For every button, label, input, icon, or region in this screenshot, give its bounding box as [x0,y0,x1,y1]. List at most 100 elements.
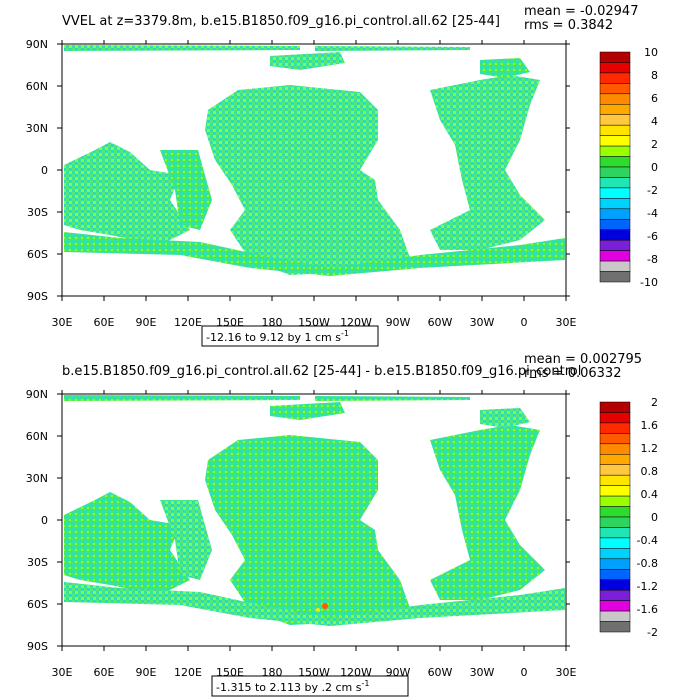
top-panel: VVEL at z=3379.8m, b.e15.B1850.f09_g16.p… [26,4,658,347]
colorbar-swatch [599,260,631,272]
colorbar-swatch [599,548,631,560]
bottom-arctic-atlantic [480,408,530,428]
colorbar-swatch [599,474,631,486]
y-tick-label: 90S [27,640,48,653]
x-tick-label: 30E [556,316,577,329]
bottom-colorbar: 2 1.6 1.2 0.8 0.4 0 -0.4 -0.8 -1.2 -1.6 -2 [599,396,659,639]
colorbar-swatch [599,516,631,528]
colorbar-swatch [599,51,631,63]
y-tick-label: 60N [26,80,48,93]
colorbar-swatch [599,506,631,518]
colorbar-swatch [599,271,631,283]
x-tick-label: 90W [386,316,411,329]
bottom-range-label: -1.315 to 2.113 by .2 cm s-1 [216,679,369,694]
x-tick-label: 120E [174,316,202,329]
colorbar-swatch [599,433,631,445]
colorbar-swatch [599,229,631,241]
colorbar-swatch [599,443,631,455]
top-range-box [201,325,379,347]
colorbar-swatch [599,177,631,189]
colorbar-swatch [599,72,631,84]
colorbar-swatch [599,83,631,95]
y-tick-label: 90N [26,38,48,51]
bottom-map [61,393,567,647]
y-tick-label: 60N [26,430,48,443]
y-tick-label: 60S [27,598,48,611]
colorbar-swatch [599,558,631,570]
colorbar-swatch [599,208,631,220]
x-tick-label: 30W [470,316,495,329]
colorbar-swatch [599,93,631,105]
y-tick-label: 0 [41,514,48,527]
colorbar-label: -0.8 [637,557,658,570]
colorbar-label: 2 [651,396,658,409]
bottom-antarctic-strip [64,395,470,401]
y-tick-label: 60S [27,248,48,261]
colorbar-label: -2 [647,626,658,639]
top-antarctic-strip [64,45,470,51]
bottom-panel-mean: mean = 0.002795 [524,352,642,367]
top-arctic [270,52,345,70]
x-tick-label: 60W [428,666,453,679]
colorbar-label: 10 [644,46,658,59]
y-tick-label: 90S [27,290,48,303]
colorbar-label: 0.8 [641,465,659,478]
colorbar-swatch [599,495,631,507]
colorbar-label: 4 [651,115,658,128]
x-tick-label: 90E [136,666,157,679]
colorbar-swatch [599,135,631,147]
colorbar-swatch [599,569,631,580]
colorbar-label: -1.2 [637,580,658,593]
top-colorbar: 10 8 6 4 2 0 -2 -4 -6 -8 -10 [599,46,658,289]
x-tick-label: 60E [94,666,115,679]
colorbar-swatch [599,166,631,178]
colorbar-swatch [599,187,631,199]
top-panel-mean: mean = -0.02947 [524,4,638,19]
colorbar-label: 0.4 [641,488,659,501]
y-tick-label: 90N [26,388,48,401]
top-panel-rms: rms = 0.3842 [524,18,613,33]
colorbar-swatch [599,412,631,424]
colorbar-swatch [599,219,631,230]
y-tick-label: 30S [27,206,48,219]
x-tick-label: 60E [94,316,115,329]
bottom-arctic [270,402,345,420]
colorbar-swatch [599,621,631,633]
x-tick-label: 120E [174,666,202,679]
bottom-panel-title: b.e15.B1850.f09_g16.pi_control.all.62 [2… [62,364,581,379]
colorbar-label: 2 [651,138,658,151]
colorbar-swatch [599,198,631,210]
x-tick-label: 30W [470,666,495,679]
top-atlantic-ocean [430,75,545,250]
colorbar-label: -4 [647,207,658,220]
y-tick-label: 30N [26,472,48,485]
top-southern-ocean [64,232,565,276]
x-tick-label: 60W [428,316,453,329]
colorbar-swatch [599,527,631,539]
colorbar-label: -1.6 [637,603,658,616]
colorbar-label: 6 [651,92,658,105]
top-panel-title: VVEL at z=3379.8m, b.e15.B1850.f09_g16.p… [62,14,500,29]
x-tick-label: 30E [52,666,73,679]
top-pacific-ocean [205,85,410,275]
x-tick-label: 90E [136,316,157,329]
x-tick-label: 0 [521,316,528,329]
colorbar-label: -8 [647,253,658,266]
bottom-hotspot [322,603,328,609]
y-tick-label: 0 [41,164,48,177]
bottom-hotspot-2 [316,608,320,612]
colorbar-swatch [599,422,631,434]
colorbar-swatch [599,454,631,465]
colorbar-swatch [599,145,631,157]
top-arctic-atlantic [480,58,530,78]
bottom-range-box [211,675,409,697]
bottom-panel: b.e15.B1850.f09_g16.pi_control.all.62 [2… [26,352,659,697]
colorbar-swatch [599,537,631,549]
x-tick-label: 0 [521,666,528,679]
colorbar-label: -6 [647,230,658,243]
colorbar-swatch [599,156,631,168]
colorbar-swatch [599,114,631,126]
colorbar-swatch [599,600,631,612]
bottom-west-pacific [160,500,212,580]
top-map [61,43,567,297]
